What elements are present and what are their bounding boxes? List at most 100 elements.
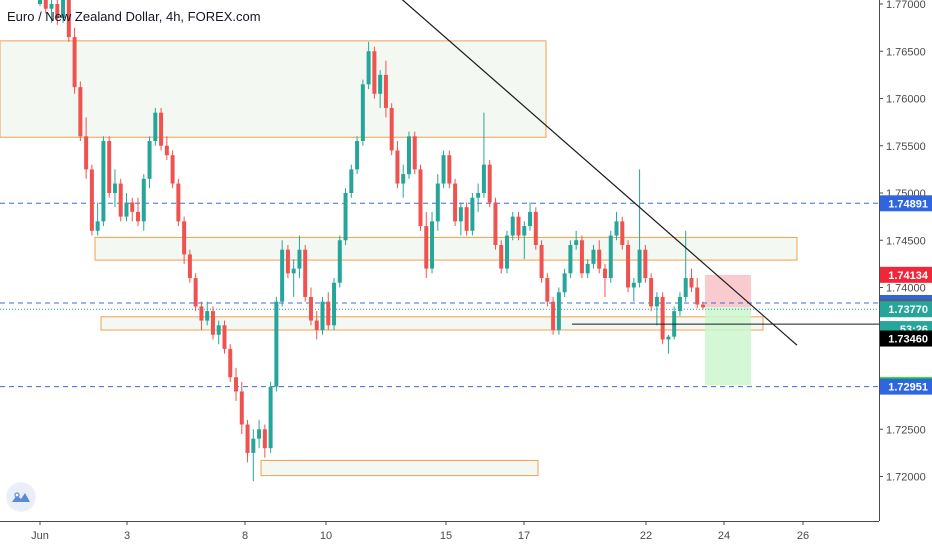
candle-body xyxy=(528,211,533,227)
candle-body xyxy=(349,169,354,193)
candle-body xyxy=(556,292,561,331)
candle-body xyxy=(562,273,567,293)
candle-body xyxy=(701,304,705,308)
candle-body xyxy=(222,325,227,349)
candle-body xyxy=(591,249,596,264)
x-tick-label: Jun xyxy=(31,530,49,542)
candle-body xyxy=(366,51,371,85)
y-tick-label: 1.72500 xyxy=(886,424,926,436)
candle-body xyxy=(608,235,613,279)
candle-body xyxy=(303,249,308,297)
price-label-text: 1.73460 xyxy=(888,334,928,346)
candle-body xyxy=(257,429,262,439)
candle-body xyxy=(355,141,360,170)
candle-body xyxy=(683,278,688,297)
candle-body xyxy=(430,221,435,269)
candle-body xyxy=(585,263,590,274)
price-label-tag[interactable] xyxy=(880,330,932,347)
candle-body xyxy=(395,150,400,184)
x-tick-label: 17 xyxy=(518,530,530,542)
candle-body xyxy=(274,301,279,387)
price-label-tag[interactable] xyxy=(880,378,932,395)
candle-body xyxy=(626,244,631,288)
candle-body xyxy=(510,216,515,236)
candle-body xyxy=(487,164,492,203)
candle-body xyxy=(464,207,469,231)
candle-body xyxy=(78,87,83,137)
candle-body xyxy=(291,268,296,274)
candle-body xyxy=(176,183,181,222)
candle-body xyxy=(308,296,313,321)
candle-body xyxy=(182,221,187,255)
candle-body xyxy=(170,155,175,184)
x-tick-label: 3 xyxy=(124,530,130,542)
candle-body xyxy=(539,244,544,279)
candle-body xyxy=(337,240,342,283)
candle-body xyxy=(66,0,71,38)
price-label-tag[interactable] xyxy=(880,301,932,318)
y-tick-label: 1.74000 xyxy=(886,283,926,295)
price-label-tag[interactable] xyxy=(880,195,932,212)
candle-body xyxy=(43,0,48,9)
candle-body xyxy=(130,202,135,212)
candle-body xyxy=(285,249,290,274)
candle-body xyxy=(101,141,106,222)
zone-rectangle[interactable] xyxy=(94,236,798,261)
candle-body xyxy=(654,296,659,307)
zone-rectangle[interactable] xyxy=(100,316,764,331)
time-axis[interactable] xyxy=(0,521,879,550)
candle-body xyxy=(228,348,233,378)
candle-body xyxy=(637,249,642,283)
tradingview-logo-icon[interactable] xyxy=(6,482,36,512)
candle-body xyxy=(112,183,117,193)
candle-body xyxy=(210,311,215,335)
candle-body xyxy=(326,301,331,326)
candle-body xyxy=(649,278,654,307)
candle-body xyxy=(666,336,671,340)
candle-body xyxy=(499,244,504,269)
candle-body xyxy=(314,320,319,331)
candle-body xyxy=(689,278,694,288)
candle-body xyxy=(320,301,325,331)
y-tick-label: 1.76000 xyxy=(886,94,926,106)
candle-body xyxy=(343,193,348,241)
candle-body xyxy=(95,221,100,231)
x-tick-label: 15 xyxy=(440,530,452,542)
candle-body xyxy=(297,249,302,269)
candle-body xyxy=(383,74,388,108)
candle-body xyxy=(389,107,394,151)
symbol-title[interactable]: Euro / New Zealand Dollar, 4h, FOREX.com xyxy=(7,9,261,24)
candle-body xyxy=(187,254,192,279)
candle-body xyxy=(476,193,481,198)
candle-body xyxy=(205,311,210,321)
candle-body xyxy=(620,221,625,245)
candle-body xyxy=(401,174,406,184)
candle-body xyxy=(84,136,89,170)
candle-body xyxy=(141,178,146,222)
candle-body xyxy=(118,183,123,217)
candle-body xyxy=(516,216,521,236)
stop-loss-zone[interactable] xyxy=(705,274,751,308)
candle-body xyxy=(378,74,383,94)
candle-body xyxy=(239,391,244,425)
price-label-text: 1.73770 xyxy=(888,304,928,316)
candle-body xyxy=(493,202,498,245)
candle-body xyxy=(280,249,285,302)
zone-rectangle[interactable] xyxy=(0,40,547,138)
zone-rectangle[interactable] xyxy=(260,459,539,477)
candle-body xyxy=(602,268,607,279)
x-tick-label: 22 xyxy=(640,530,652,542)
x-tick-label: 26 xyxy=(797,530,809,542)
candle-body xyxy=(545,278,550,302)
candle-body xyxy=(147,141,152,179)
candle-body xyxy=(153,112,158,142)
candle-body xyxy=(677,296,682,312)
trend-line[interactable] xyxy=(350,0,798,346)
candle-body xyxy=(579,240,584,274)
candle-body xyxy=(643,249,648,279)
take-profit-zone[interactable] xyxy=(705,307,751,386)
x-tick-label: 24 xyxy=(718,530,730,542)
price-label-tag[interactable] xyxy=(880,266,932,283)
